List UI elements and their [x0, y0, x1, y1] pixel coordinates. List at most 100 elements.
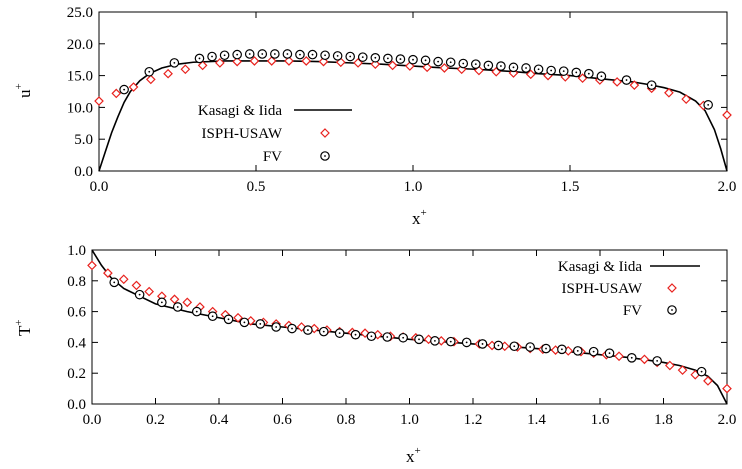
- x-axis-label-text: x: [406, 447, 415, 466]
- legend-diamond: [667, 283, 677, 293]
- data-point-circle-dot: [630, 356, 633, 359]
- x-tick-label: 1.0: [404, 179, 423, 195]
- data-point-diamond: [215, 58, 225, 68]
- data-point-circle-dot: [148, 70, 151, 73]
- data-point-diamond: [301, 56, 312, 66]
- data-point-diamond: [664, 87, 674, 98]
- data-point-circle-dot: [561, 348, 563, 351]
- legend-label: ISPH-USAW: [202, 126, 283, 142]
- data-point-circle-dot: [123, 88, 126, 91]
- y-tick-label: 5.0: [74, 132, 93, 148]
- data-point-circle-dot: [500, 65, 502, 67]
- data-point-circle-dot: [707, 103, 710, 106]
- series-line: [98, 60, 728, 172]
- data-point-circle-dot: [386, 57, 389, 60]
- data-point-diamond: [233, 312, 243, 323]
- data-point-circle-dot: [299, 53, 301, 56]
- y-axis-label-text: T: [15, 325, 34, 336]
- data-point-diamond: [180, 64, 191, 75]
- data-point-circle-dot: [336, 54, 339, 57]
- data-point-circle-dot: [576, 349, 579, 352]
- y-tick-label: 0.8: [67, 274, 86, 290]
- data-point-diamond: [266, 56, 277, 66]
- x-tick-label: 0.5: [247, 179, 266, 195]
- data-point-circle-dot: [537, 68, 540, 71]
- data-point-diamond: [703, 376, 713, 386]
- y-tick-label: 0.2: [67, 366, 86, 382]
- x-axis-label-sup: +: [415, 445, 421, 457]
- data-point-circle-dot: [248, 53, 251, 55]
- legend-label: FV: [263, 149, 282, 165]
- data-point-circle-dot: [173, 61, 176, 64]
- data-point-circle-dot: [361, 56, 364, 59]
- data-point-circle-dot: [550, 69, 553, 72]
- x-tick-label: 1.5: [561, 179, 580, 195]
- data-point-diamond: [128, 82, 139, 92]
- legend-diamond: [320, 128, 330, 138]
- x-axis-label: x+: [406, 445, 421, 466]
- data-point-diamond: [387, 60, 398, 71]
- y-axis-label-text: u: [15, 89, 34, 98]
- data-point-diamond: [722, 383, 732, 394]
- data-point-circle-dot: [512, 66, 515, 69]
- data-point-circle-dot: [402, 336, 405, 339]
- x-tick-label: 1.6: [591, 412, 610, 428]
- data-point-circle-dot: [227, 318, 230, 321]
- data-point-diamond: [639, 354, 650, 365]
- legend-label: ISPH-USAW: [562, 281, 643, 297]
- data-point-circle-dot: [575, 71, 578, 74]
- data-point-circle-dot: [236, 53, 239, 56]
- legend: Kasagi & Iida ISPH-USAW FV: [558, 259, 700, 319]
- data-point-diamond: [612, 77, 622, 87]
- data-point-diamond: [87, 260, 97, 271]
- data-point-diamond: [232, 56, 243, 67]
- x-tick-label: 0.4: [210, 412, 229, 428]
- data-point-circle-dot: [322, 330, 325, 333]
- data-point-diamond: [405, 61, 415, 71]
- data-point-circle-dot: [592, 350, 595, 353]
- data-point-circle-dot: [513, 345, 516, 348]
- plot-frame: [98, 11, 728, 172]
- data-point-circle-dot: [386, 336, 389, 338]
- data-point-circle-dot: [700, 370, 703, 373]
- series-fv: [109, 277, 707, 377]
- data-point-circle-dot: [434, 339, 436, 342]
- data-point-circle-dot: [587, 72, 590, 75]
- y-axis-label-sup: +: [13, 83, 25, 89]
- data-point-circle-dot: [399, 58, 402, 60]
- x-axis-label: x+: [412, 207, 427, 228]
- legend-label: Kasagi & Iida: [558, 259, 642, 275]
- data-point-circle-dot: [465, 341, 468, 344]
- data-point-circle-dot: [424, 59, 427, 62]
- data-point-diamond: [677, 365, 688, 375]
- x-tick-label: 0.0: [90, 179, 109, 195]
- data-point-circle-dot: [449, 61, 452, 64]
- data-point-circle-dot: [462, 62, 465, 65]
- data-point-diamond: [163, 68, 173, 79]
- data-point-circle-dot: [307, 329, 309, 331]
- data-point-diamond: [103, 268, 113, 278]
- y-axis-label: T+: [13, 319, 34, 336]
- data-point-circle-dot: [525, 67, 527, 69]
- data-point-circle-dot: [600, 75, 603, 78]
- data-point-circle-dot: [275, 326, 278, 328]
- data-point-circle-dot: [291, 327, 293, 330]
- x-axis-label-text: x: [412, 209, 421, 228]
- data-point-circle-dot: [449, 340, 452, 343]
- x-tick-label: 1.2: [464, 412, 483, 428]
- legend-label: Kasagi & Iida: [198, 103, 282, 119]
- legend-circle-dot: [324, 155, 326, 157]
- data-point-circle-dot: [650, 84, 653, 87]
- data-point-circle-dot: [437, 60, 440, 63]
- data-point-circle-dot: [286, 53, 289, 55]
- x-tick-label: 1.8: [654, 412, 673, 428]
- series-fv: [119, 49, 713, 110]
- data-point-circle-dot: [243, 321, 246, 324]
- legend-circle-dot: [671, 309, 673, 311]
- y-axis-label-sup: +: [13, 319, 25, 325]
- data-point-diamond: [249, 56, 260, 66]
- data-point-diamond: [439, 63, 450, 73]
- data-point-circle-dot: [545, 347, 547, 350]
- y-axis-label: u+: [13, 83, 34, 98]
